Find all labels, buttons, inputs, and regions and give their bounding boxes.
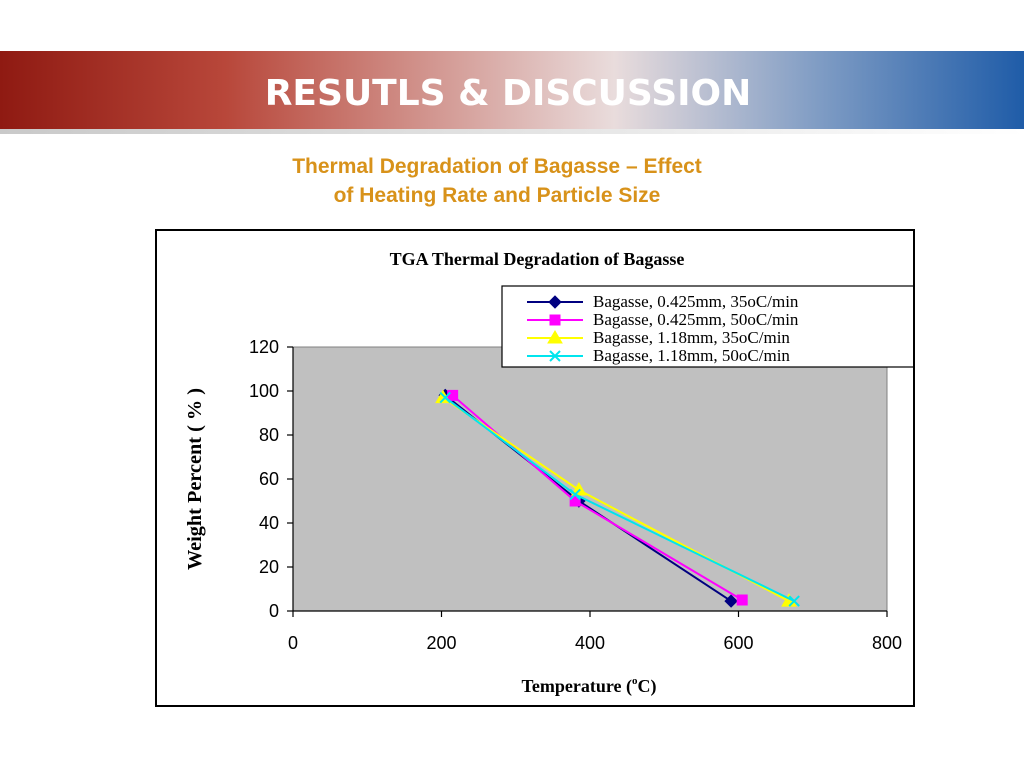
data-point xyxy=(788,595,800,607)
data-point xyxy=(569,495,581,507)
series-2 xyxy=(447,389,748,606)
chart-frame: TGA Thermal Degradation of Bagasse 0 20 40… xyxy=(155,229,915,707)
legend-entry: Bagasse, 0.425mm, 35oC/min xyxy=(527,292,799,311)
legend-marker xyxy=(549,314,561,326)
legend-entry: Bagasse, 1.18mm, 50oC/min xyxy=(527,346,790,365)
data-point xyxy=(439,391,451,404)
axes: 0 20 40 60 80 100 120 0 200 400 600 800 xyxy=(249,337,902,653)
y-tick-label: 80 xyxy=(259,425,279,445)
legend-marker xyxy=(547,330,563,344)
data-point xyxy=(447,389,459,401)
legend-label: Bagasse, 0.425mm, 35oC/min xyxy=(593,292,799,311)
legend-entry: Bagasse, 1.18mm, 35oC/min xyxy=(527,328,790,347)
slide-title: RESUTLS & DISCUSSION xyxy=(264,73,752,114)
x-axis-label: Temperature (oC) xyxy=(522,675,657,697)
x-tick-label: 0 xyxy=(288,633,298,653)
data-point xyxy=(569,488,581,501)
slide-subtitle: Thermal Degradation of Bagasse – Effect … xyxy=(200,152,794,210)
y-tick-label: 120 xyxy=(249,337,279,357)
legend-label: Bagasse, 0.425mm, 50oC/min xyxy=(593,310,799,329)
header-band: RESUTLS & DISCUSSION xyxy=(0,51,1024,134)
legend-label: Bagasse, 1.18mm, 35oC/min xyxy=(593,328,790,347)
data-point xyxy=(570,482,587,496)
legend-label: Bagasse, 1.18mm, 50oC/min xyxy=(593,346,790,365)
subtitle-line-1: Thermal Degradation of Bagasse – Effect xyxy=(292,155,702,178)
x-tick-label: 400 xyxy=(575,633,605,653)
legend-marker xyxy=(548,295,562,309)
y-tick-label: 100 xyxy=(249,381,279,401)
x-tick-label: 800 xyxy=(872,633,902,653)
data-point xyxy=(736,594,748,606)
y-axis-label: Weight Percent ( % ) xyxy=(184,388,206,570)
y-tick-label: 40 xyxy=(259,513,279,533)
y-tick-label: 0 xyxy=(269,601,279,621)
chart-svg: TGA Thermal Degradation of Bagasse 0 20 40… xyxy=(184,249,913,697)
plot-area xyxy=(292,346,888,612)
chart-title: TGA Thermal Degradation of Bagasse xyxy=(390,249,685,269)
x-tick-label: 200 xyxy=(426,633,456,653)
x-tick-label: 600 xyxy=(723,633,753,653)
series-layer xyxy=(435,388,800,608)
legend-entry: Bagasse, 0.425mm, 50oC/min xyxy=(527,310,799,329)
legend-box xyxy=(501,285,913,368)
subtitle-line-2: of Heating Rate and Particle Size xyxy=(333,184,661,207)
data-point xyxy=(724,594,738,608)
y-tick-label: 20 xyxy=(259,557,279,577)
series-4 xyxy=(439,391,800,607)
legend-marker xyxy=(549,350,561,362)
y-tick-label: 60 xyxy=(259,469,279,489)
